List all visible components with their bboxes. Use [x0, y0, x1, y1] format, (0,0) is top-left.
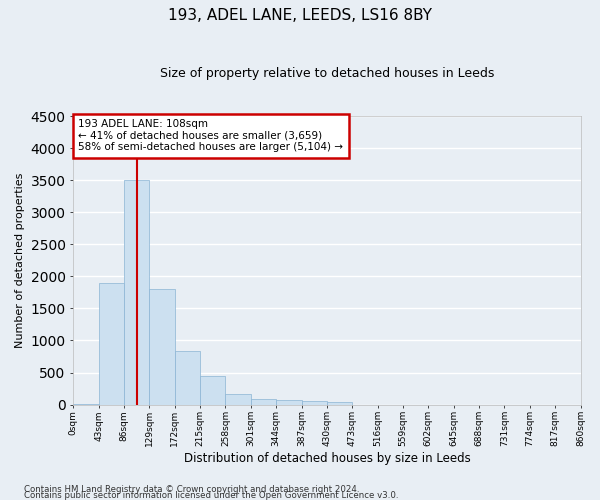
Bar	[124, 180, 149, 404]
Text: 193 ADEL LANE: 108sqm
← 41% of detached houses are smaller (3,659)
58% of semi-d: 193 ADEL LANE: 108sqm ← 41% of detached …	[79, 120, 343, 152]
Bar	[276, 400, 302, 404]
X-axis label: Distribution of detached houses by size in Leeds: Distribution of detached houses by size …	[184, 452, 470, 465]
Bar	[149, 290, 175, 405]
Bar	[175, 352, 200, 405]
Bar	[251, 399, 276, 404]
Bar	[200, 376, 226, 404]
Text: 193, ADEL LANE, LEEDS, LS16 8BY: 193, ADEL LANE, LEEDS, LS16 8BY	[168, 8, 432, 22]
Bar	[226, 394, 251, 404]
Y-axis label: Number of detached properties: Number of detached properties	[15, 173, 25, 348]
Bar	[98, 283, 124, 405]
Text: Contains HM Land Registry data © Crown copyright and database right 2024.: Contains HM Land Registry data © Crown c…	[24, 485, 359, 494]
Bar	[302, 401, 327, 404]
Title: Size of property relative to detached houses in Leeds: Size of property relative to detached ho…	[160, 68, 494, 80]
Text: Contains public sector information licensed under the Open Government Licence v3: Contains public sector information licen…	[24, 491, 398, 500]
Bar	[327, 402, 352, 404]
